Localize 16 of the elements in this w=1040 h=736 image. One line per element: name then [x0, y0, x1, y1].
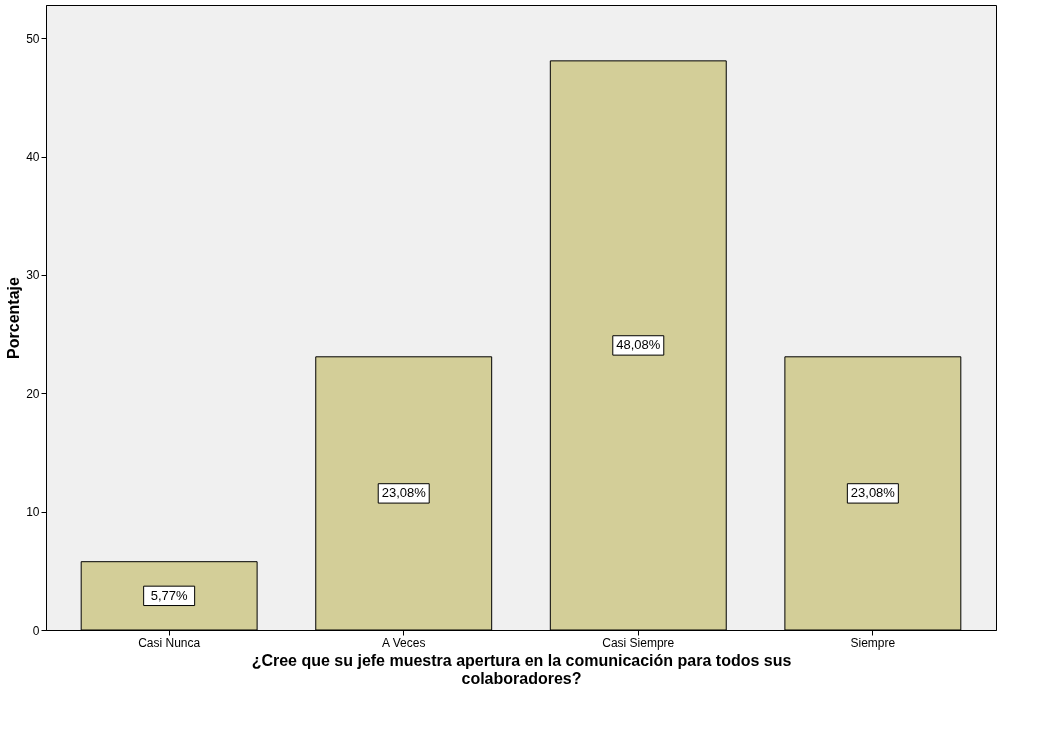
- x-tick-label: A Veces: [382, 635, 426, 650]
- data-label: 5,77%: [150, 587, 189, 603]
- y-tick-label: 30: [26, 268, 40, 283]
- x-tick-label: Casi Siempre: [602, 635, 675, 650]
- y-tick-label: 20: [26, 386, 40, 401]
- x-tick-label: Siempre: [850, 635, 896, 650]
- y-axis-title: Porcentaje: [5, 276, 23, 359]
- y-tick-label: 10: [26, 505, 40, 520]
- y-tick-label: 40: [26, 150, 40, 165]
- data-label: 48,08%: [616, 337, 661, 353]
- data-label: 23,08%: [381, 485, 427, 501]
- x-tick-label: Casi Nunca: [138, 635, 201, 650]
- y-tick-label: 50: [26, 31, 40, 46]
- x-axis-title: ¿Cree que su jefe muestra apertura en la comunicación para todos sus colaboradores?: [251, 651, 792, 687]
- y-tick-label: 0: [32, 623, 40, 638]
- data-label: 23,08%: [850, 485, 896, 501]
